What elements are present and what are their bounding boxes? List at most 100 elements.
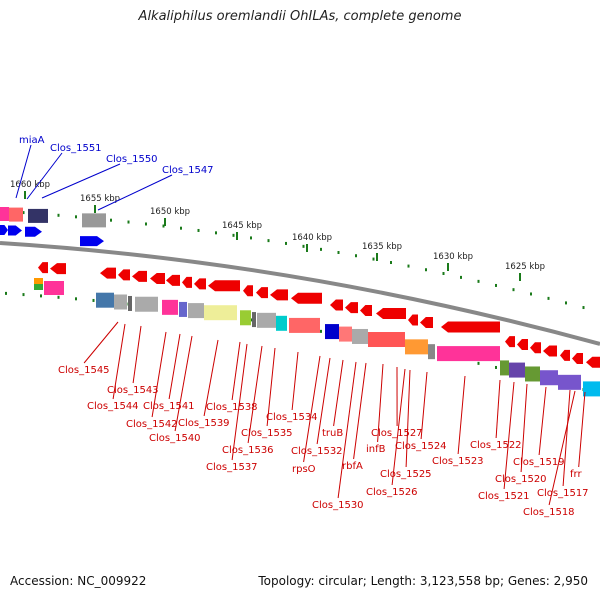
- leader-line: [333, 359, 344, 427]
- feature-block: [500, 360, 509, 376]
- feature-block: [0, 207, 9, 221]
- gene-label-clos-1518: Clos_1518: [523, 507, 575, 518]
- reverse-gene-arrow: [543, 345, 557, 357]
- gene-label-clos-1536: Clos_1536: [222, 445, 274, 456]
- reverse-gene-arrow: [118, 269, 130, 281]
- leader-line: [520, 383, 528, 473]
- feature-block: [257, 312, 276, 328]
- scale-label: 1660 kbp: [10, 180, 50, 190]
- leader-line: [562, 389, 571, 487]
- leader-line: [112, 323, 126, 400]
- reverse-gene-arrow: [291, 292, 322, 304]
- reverse-gene-arrow: [194, 278, 206, 290]
- feature-block: [96, 292, 114, 308]
- feature-block: [44, 281, 64, 295]
- feature-block: [240, 310, 251, 326]
- scale-label: 1630 kbp: [433, 252, 473, 262]
- feature-block: [34, 278, 43, 284]
- forward-gene-arrow: [80, 236, 104, 247]
- forward-genes: [0, 225, 104, 247]
- leader-line: [495, 379, 501, 439]
- gene-label-clos-1538: Clos_1538: [206, 402, 258, 413]
- leader-line: [291, 351, 299, 411]
- gene-label-rbfa: rbfA: [342, 461, 363, 472]
- gene-label-clos-1534: Clos_1534: [266, 412, 318, 423]
- scale-label: 1650 kbp: [150, 207, 190, 217]
- feature-block: [252, 312, 256, 328]
- reverse-gene-arrow: [208, 280, 240, 292]
- scale-label: 1625 kbp: [505, 262, 545, 272]
- gene-label-clos-1541: Clos_1541: [143, 401, 195, 412]
- leader-line: [316, 357, 331, 445]
- gene-label-clos-1551: Clos_1551: [50, 143, 102, 154]
- leader-line: [337, 361, 357, 499]
- gene-label-clos-1523: Clos_1523: [432, 456, 484, 467]
- gene-label-miaa: miaA: [19, 135, 45, 146]
- reverse-gene-arrow: [270, 289, 288, 301]
- feature-block: [289, 317, 320, 333]
- leader-line: [132, 325, 142, 384]
- page-title: Alkaliphilus oremlandii OhILAs, complete…: [138, 9, 462, 24]
- reverse-gene-arrow: [530, 342, 541, 354]
- feature-block: [135, 296, 158, 312]
- feature-block: [276, 315, 287, 331]
- feature-block: [368, 332, 405, 348]
- reverse-gene-arrow: [243, 285, 253, 297]
- reverse-gene-arrow: [420, 316, 433, 328]
- gene-label-clos-1545: Clos_1545: [58, 365, 110, 376]
- leader-line: [15, 144, 32, 199]
- gene-label-clos-1520: Clos_1520: [495, 474, 547, 485]
- leader-line: [377, 363, 384, 443]
- forward-gene-arrow: [0, 225, 8, 235]
- gene-label-clos-1550: Clos_1550: [106, 154, 158, 165]
- feature-block: [540, 370, 558, 386]
- leader-line: [203, 339, 219, 417]
- gene-labels: miaA Clos_1551 Clos_1550 Clos_1547 Clos_1545…: [19, 135, 589, 518]
- gene-label-clos-1525: Clos_1525: [380, 469, 432, 480]
- leader-line: [405, 369, 411, 468]
- feature-block: [34, 284, 43, 290]
- gene-label-clos-1521: Clos_1521: [478, 491, 530, 502]
- reverse-gene-arrow: [38, 262, 48, 274]
- reverse-gene-arrow: [150, 272, 165, 284]
- feature-block: [82, 213, 106, 228]
- gene-label-clos-1532: Clos_1532: [291, 446, 343, 457]
- leader-line: [97, 174, 173, 211]
- feature-block: [525, 366, 540, 382]
- feature-block: [325, 324, 339, 340]
- leader-line: [391, 368, 406, 486]
- reverse-gene-arrow: [256, 287, 268, 299]
- leader-line: [174, 335, 193, 432]
- reverse-gene-arrow: [517, 339, 528, 351]
- reverse-gene-arrow: [132, 270, 147, 282]
- feature-block: [428, 344, 435, 360]
- gene-label-infb: infB: [366, 444, 386, 455]
- reverse-gene-arrow: [100, 267, 116, 279]
- leader-line: [578, 391, 586, 468]
- leader-line: [353, 362, 367, 460]
- scale-label: 1645 kbp: [222, 221, 262, 231]
- feature-block: [114, 294, 127, 310]
- leader-line: [41, 163, 121, 199]
- feature-block: [509, 362, 525, 378]
- genome-summary-label: Topology: circular; Length: 3,123,558 bp…: [258, 574, 588, 588]
- gene-label-clos-1530: Clos_1530: [312, 500, 364, 511]
- scale-label: 1655 kbp: [80, 194, 120, 204]
- leader-line: [231, 341, 241, 401]
- reverse-gene-arrow: [345, 302, 358, 314]
- leader-line: [266, 347, 276, 427]
- genome-backbone: [0, 241, 600, 346]
- reverse-gene-arrow: [330, 299, 343, 311]
- feature-block: [162, 299, 178, 315]
- leader-line: [168, 333, 181, 400]
- reverse-gene-arrow: [408, 314, 418, 326]
- gene-label-clos-1526: Clos_1526: [366, 487, 418, 498]
- gene-label-clos-1542: Clos_1542: [126, 419, 178, 430]
- reverse-gene-arrow: [560, 349, 570, 361]
- forward-gene-arrow: [25, 226, 42, 237]
- leader-line: [151, 331, 167, 418]
- feature-block: [28, 208, 48, 223]
- gene-label-clos-1539: Clos_1539: [178, 418, 230, 429]
- reverse-gene-arrow: [572, 352, 583, 364]
- gene-label-frr: frr: [570, 469, 582, 480]
